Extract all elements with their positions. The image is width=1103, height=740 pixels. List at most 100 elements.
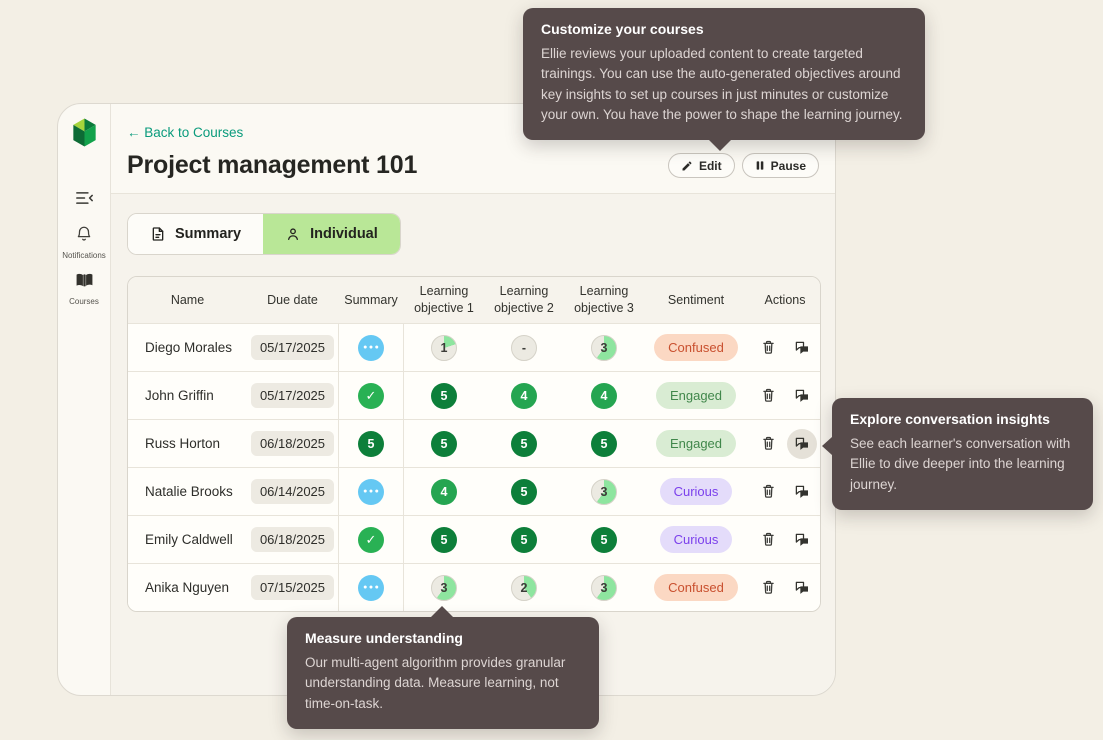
trash-icon <box>760 483 777 500</box>
sentiment-badge: Engaged <box>655 382 737 409</box>
edit-button[interactable]: Edit <box>667 153 735 178</box>
due-date-chip[interactable]: 07/15/2025 <box>250 575 335 600</box>
sidebar-item-label: Courses <box>69 297 99 306</box>
collapse-sidebar-button[interactable] <box>72 187 97 209</box>
objective-2-cell: 5 <box>484 516 564 563</box>
tooltip-arrow-up <box>430 606 454 618</box>
objective-3-cell: 4 <box>564 372 644 419</box>
trash-icon <box>760 531 777 548</box>
chat-button[interactable] <box>787 333 817 363</box>
app-logo[interactable] <box>71 118 98 147</box>
table-row: Russ Horton 06/18/2025 5 5 5 5 Engaged <box>128 419 820 467</box>
learner-name: Natalie Brooks <box>145 484 233 499</box>
edit-button-label: Edit <box>698 158 722 173</box>
table-row: Anika Nguyen 07/15/2025 ●●● 3 2 3 Confused <box>128 563 820 611</box>
trash-icon <box>760 387 777 404</box>
pause-button-label: Pause <box>770 158 806 173</box>
tooltip-title: Customize your courses <box>541 21 704 37</box>
objective-score-badge: 5 <box>591 430 617 457</box>
objective-2-cell: 2 <box>484 564 564 611</box>
content-area: Summary Individual Name Due <box>111 194 835 695</box>
tooltip-body: Our multi-agent algorithm provides granu… <box>305 655 566 711</box>
column-header: Sentiment <box>667 292 725 307</box>
tooltip-conversation-insights: Explore conversation insights See each l… <box>822 398 1093 510</box>
objective-score-badge: 4 <box>511 382 537 409</box>
objective-2-cell: 4 <box>484 372 564 419</box>
delete-button[interactable] <box>753 429 783 459</box>
summary-badge: ✓ <box>358 382 384 409</box>
delete-button[interactable] <box>753 573 783 603</box>
sentiment-cell: Curious <box>644 468 748 515</box>
column-header: Learning objective 1 <box>414 284 474 315</box>
app-window: Notifications Courses ← Back to Courses … <box>57 103 836 696</box>
learner-name: Anika Nguyen <box>145 580 230 595</box>
objective-score-badge: 3 <box>591 478 617 505</box>
summary-cell: 5 <box>338 420 404 467</box>
chat-button[interactable] <box>787 525 817 555</box>
pencil-icon <box>681 160 693 172</box>
due-date-chip[interactable]: 05/17/2025 <box>250 335 335 360</box>
learners-table: Name Due date Summary Learning objective… <box>127 276 821 612</box>
tooltip-title: Explore conversation insights <box>850 411 1050 427</box>
learner-name: Diego Morales <box>145 340 233 355</box>
chat-button[interactable] <box>787 477 817 507</box>
objective-3-cell: 5 <box>564 420 644 467</box>
pause-button[interactable]: Pause <box>741 153 819 178</box>
summary-cell: ●●● <box>338 324 404 371</box>
sentiment-badge: Curious <box>659 478 733 505</box>
view-tabs: Summary Individual <box>127 213 401 255</box>
objective-1-cell: 4 <box>404 468 484 515</box>
logo-icon <box>72 118 96 147</box>
objective-1-cell: 5 <box>404 420 484 467</box>
due-date-chip[interactable]: 06/18/2025 <box>250 431 335 456</box>
ellipsis-glyph: ●●● <box>363 584 381 591</box>
delete-button[interactable] <box>753 525 783 555</box>
learner-name: Russ Horton <box>145 436 221 451</box>
summary-badge: ●●● <box>358 478 384 505</box>
objective-score-badge: 5 <box>511 526 537 553</box>
main-area: ← Back to Courses Project management 101… <box>111 104 835 695</box>
tooltip-body: Ellie reviews your uploaded content to c… <box>541 46 903 122</box>
objective-3-cell: 3 <box>564 468 644 515</box>
header-divider <box>111 193 835 194</box>
chat-icon <box>793 579 811 597</box>
due-date-chip[interactable]: 05/17/2025 <box>250 383 335 408</box>
chat-button[interactable] <box>787 381 817 411</box>
sentiment-badge: Curious <box>659 526 733 553</box>
sentiment-badge: Confused <box>654 574 738 601</box>
back-to-courses-link[interactable]: ← Back to Courses <box>127 125 244 140</box>
objective-score-badge: 5 <box>431 526 457 553</box>
summary-cell: ✓ <box>338 516 404 563</box>
tab-label: Summary <box>175 226 242 242</box>
objective-2-cell: 5 <box>484 420 564 467</box>
check-icon: ✓ <box>365 531 377 547</box>
summary-cell: ●●● <box>338 564 404 611</box>
tooltip-measure-understanding: Measure understanding Our multi-agent al… <box>287 606 599 729</box>
delete-button[interactable] <box>753 333 783 363</box>
tab-summary[interactable]: Summary <box>128 214 264 254</box>
pause-icon <box>755 160 765 171</box>
due-date-chip[interactable]: 06/18/2025 <box>250 527 335 552</box>
objective-2-cell: - <box>484 324 564 371</box>
trash-icon <box>760 435 777 452</box>
chat-icon <box>793 435 811 453</box>
delete-button[interactable] <box>753 381 783 411</box>
chat-button[interactable] <box>787 428 817 459</box>
table-body: Diego Morales 05/17/2025 ●●● 1 - 3 Confused Joh… <box>128 323 820 611</box>
delete-button[interactable] <box>753 477 783 507</box>
summary-badge: ✓ <box>358 526 384 553</box>
table-row: Emily Caldwell 06/18/2025 ✓ 5 5 5 Curious <box>128 515 820 563</box>
table-row: Diego Morales 05/17/2025 ●●● 1 - 3 Confused <box>128 323 820 371</box>
sidebar-item-courses[interactable]: Courses <box>58 272 111 306</box>
due-date-chip[interactable]: 06/14/2025 <box>250 479 335 504</box>
tab-individual[interactable]: Individual <box>263 214 400 254</box>
menu-collapse-icon <box>75 192 93 204</box>
sentiment-cell: Engaged <box>644 420 748 467</box>
tooltip-customize-courses: Customize your courses Ellie reviews you… <box>523 8 925 151</box>
sidebar-item-notifications[interactable]: Notifications <box>58 225 111 260</box>
column-header: Due date <box>267 292 318 307</box>
objective-score-badge: 4 <box>591 382 617 409</box>
column-header: Learning objective 2 <box>494 284 554 315</box>
chat-button[interactable] <box>787 573 817 603</box>
